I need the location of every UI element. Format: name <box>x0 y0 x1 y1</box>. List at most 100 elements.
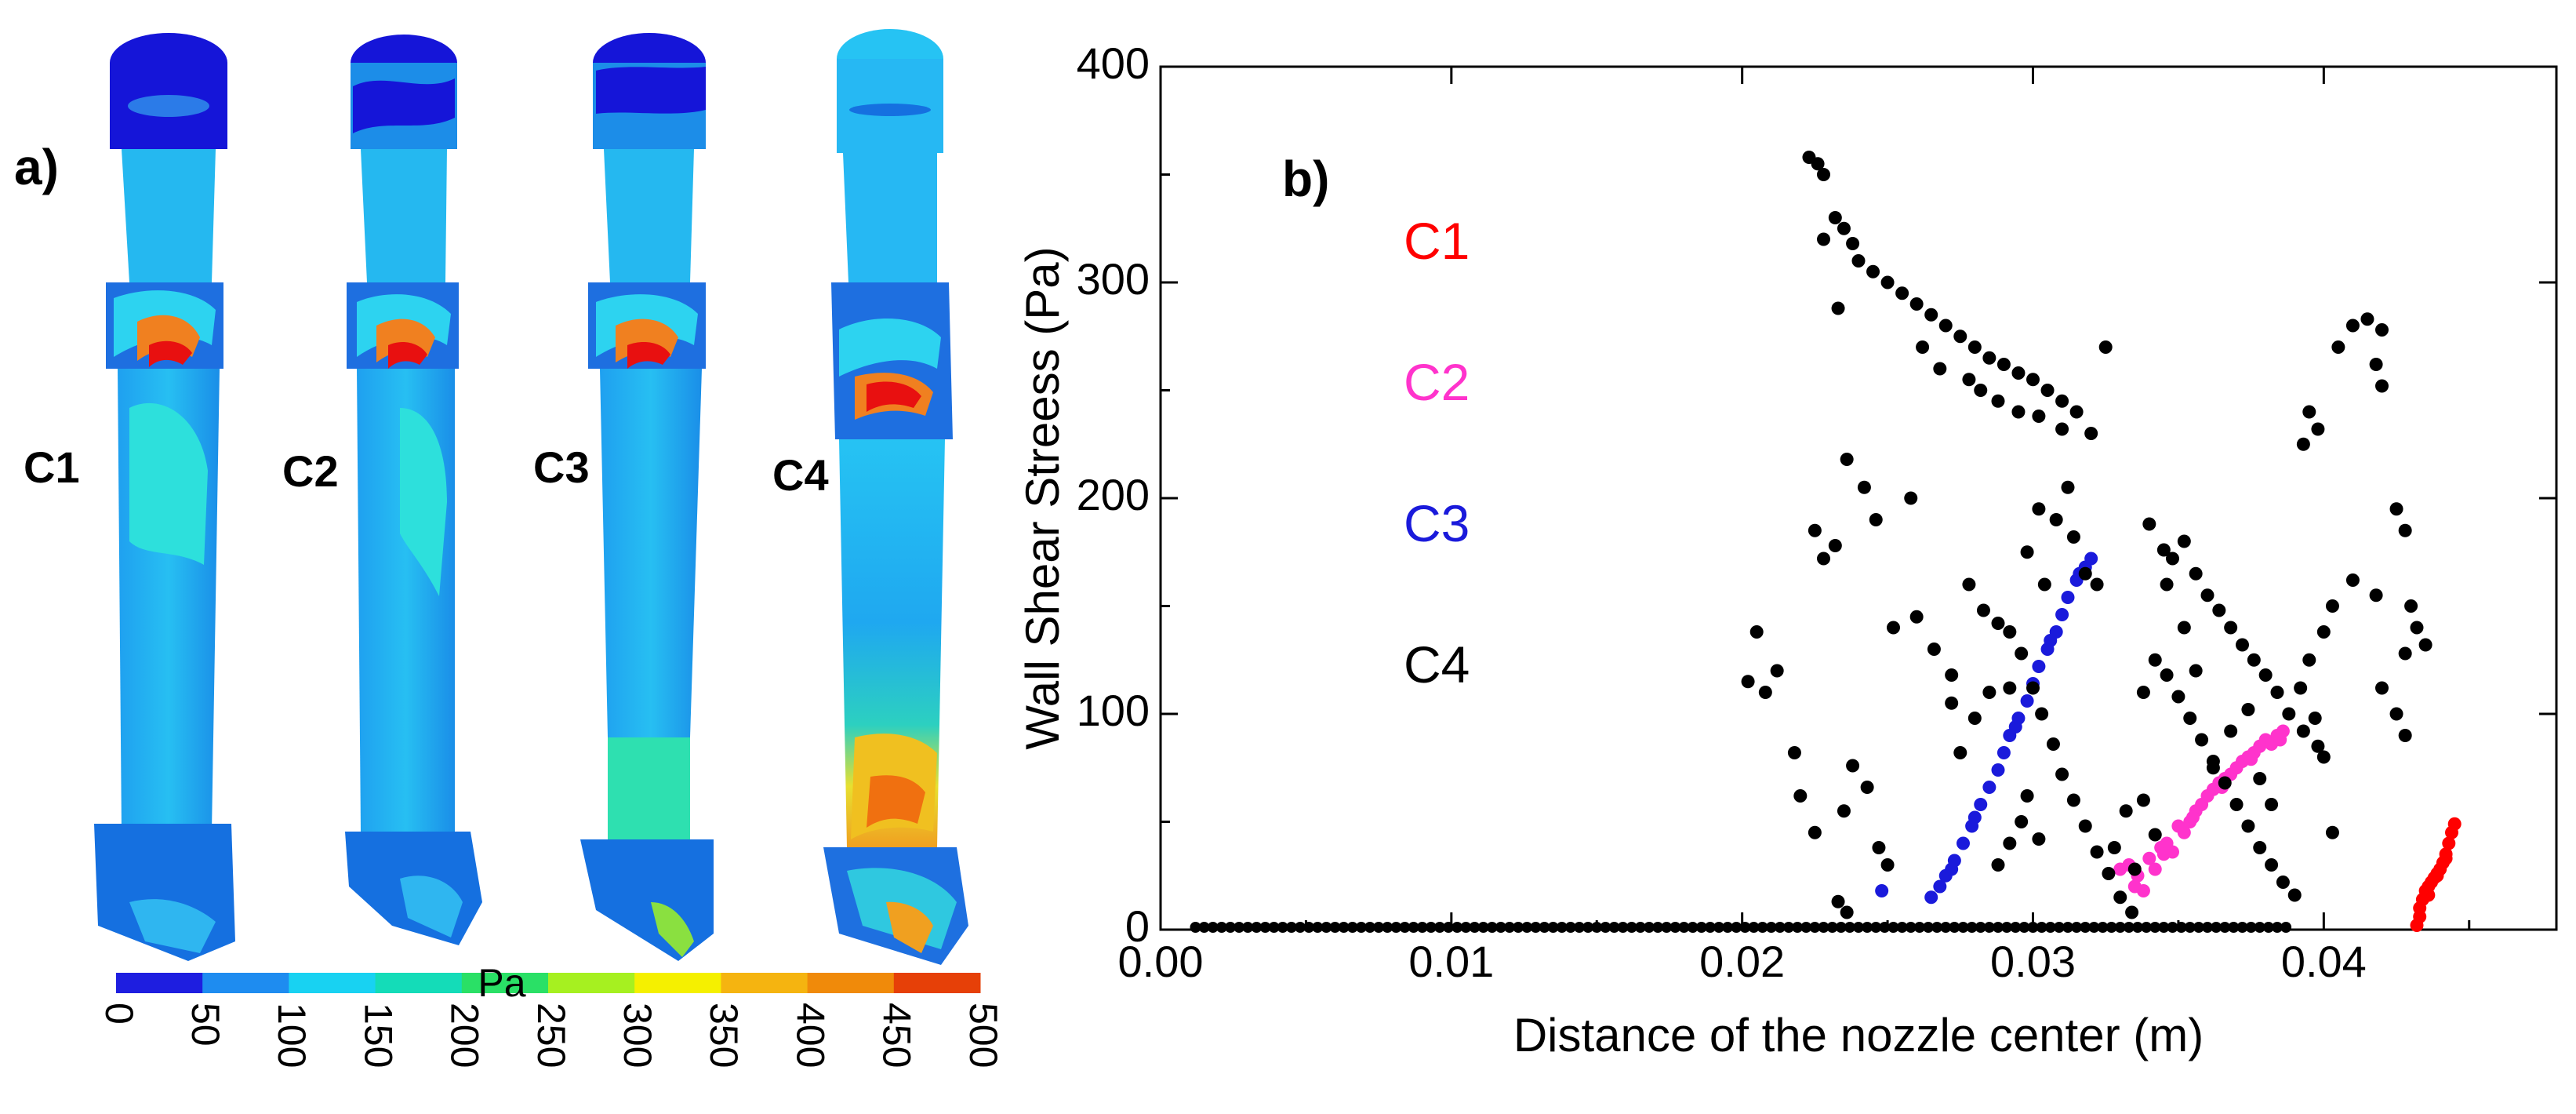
data-point-c4-baseline <box>1731 922 1742 933</box>
data-point-c3 <box>2032 660 2046 673</box>
data-point-c4-baseline <box>1739 922 1751 933</box>
data-point-c4 <box>1933 362 1947 376</box>
data-point-c4 <box>1982 351 1996 365</box>
data-point-c2 <box>2244 752 2258 766</box>
data-point-c4 <box>2119 804 2133 818</box>
data-point-c4 <box>2308 712 2322 725</box>
data-point-c4 <box>1817 232 1830 246</box>
data-point-c4 <box>2011 405 2026 419</box>
data-point-c4 <box>1851 254 1866 268</box>
data-point-c4 <box>2375 681 2389 695</box>
model-c4-render <box>823 29 968 965</box>
data-point-c3 <box>1924 890 1938 905</box>
colorbar-tick-label: 200 <box>443 1003 487 1068</box>
data-point-c3 <box>2020 694 2034 708</box>
y-tick-label: 100 <box>1077 686 1150 735</box>
data-point-c4 <box>2061 480 2075 494</box>
data-point-c4-baseline <box>1504 922 1515 933</box>
data-point-c4-baseline <box>1390 922 1402 933</box>
colorbar: 0 50 100 150 200 250 300 350 400 450 500 <box>97 973 1005 1068</box>
y-axis-label: Wall Shear Streess (Pa) <box>1016 246 1069 749</box>
data-point-c4 <box>2069 405 2084 419</box>
data-point-c4 <box>1982 686 1996 699</box>
data-point-c4 <box>2398 646 2412 661</box>
data-point-c4-baseline <box>1783 922 1794 933</box>
data-point-c4 <box>2218 776 2232 790</box>
data-point-c4-baseline <box>1975 922 1986 933</box>
data-point-c4-baseline <box>2254 922 2265 933</box>
data-point-c4 <box>1808 825 1822 839</box>
data-point-c4-baseline <box>1818 922 1829 933</box>
data-point-c4 <box>2200 588 2214 603</box>
panel-a-canvas: a) C1 <box>14 29 1005 1068</box>
data-point-c4-baseline <box>2175 922 2187 933</box>
data-point-c4-baseline <box>1373 922 1385 933</box>
data-point-c4-baseline <box>1574 922 1585 933</box>
data-point-c4-baseline <box>2123 922 2135 933</box>
data-point-c4 <box>2282 707 2296 721</box>
colorbar-segment <box>721 973 808 993</box>
data-point-c4 <box>1953 746 1967 759</box>
data-point-c4-baseline <box>1634 922 1646 933</box>
data-point-c4 <box>1846 237 1860 250</box>
data-point-c4-baseline <box>1408 922 1419 933</box>
data-point-c4-baseline <box>1905 922 1917 933</box>
data-point-c4-baseline <box>1896 922 1908 933</box>
data-point-c4 <box>2183 712 2197 725</box>
data-point-c2 <box>2127 879 2142 894</box>
data-point-c4-baseline <box>1652 922 1664 933</box>
y-tick-label: 300 <box>1077 254 1150 304</box>
data-point-c4-baseline <box>1835 922 1847 933</box>
model-c2-label: C2 <box>282 446 339 496</box>
data-point-c4-baseline <box>1626 922 1637 933</box>
data-point-c4 <box>1840 905 1854 919</box>
data-point-c4-baseline <box>2272 922 2283 933</box>
data-point-c4-baseline <box>2097 922 2109 933</box>
data-point-c4-baseline <box>1966 922 1978 933</box>
data-point-c4 <box>2078 566 2092 581</box>
data-point-c4 <box>1831 894 1845 908</box>
data-point-c4-baseline <box>1923 922 1934 933</box>
colorbar-segment <box>289 973 376 993</box>
data-point-c4-baseline <box>2036 922 2047 933</box>
data-point-c4-baseline <box>1862 922 1873 933</box>
panel-b: 0 100 200 300 400 0.00 0.01 0.02 0.03 0.04 C1 C2 C3 C… <box>1012 0 2576 1110</box>
data-point-c4-baseline <box>1792 922 1804 933</box>
colorbar-tick-label: 100 <box>270 1003 314 1068</box>
data-point-c3 <box>1982 781 1996 794</box>
data-point-c4-baseline <box>2001 922 2013 933</box>
data-point-c4 <box>2142 517 2156 531</box>
data-point-c4 <box>2265 798 2279 811</box>
data-point-c4 <box>1909 297 1924 311</box>
data-point-c4 <box>2055 422 2069 436</box>
data-point-c4 <box>1938 319 1953 333</box>
panel-a-label: a) <box>14 139 59 195</box>
data-point-c4 <box>2296 437 2310 451</box>
data-point-c4 <box>1945 668 1959 682</box>
data-point-c4 <box>1953 329 1967 344</box>
data-point-c4-baseline <box>1704 922 1716 933</box>
data-point-c4 <box>2015 815 2029 828</box>
data-point-c4 <box>2160 668 2174 682</box>
x-axis-label: Distance of the nozzle center (m) <box>1513 1009 2204 1061</box>
data-point-c4-baseline <box>1295 922 1306 933</box>
data-point-c4 <box>1962 373 1976 387</box>
data-point-c4-baseline <box>2245 922 2257 933</box>
data-point-c4 <box>2276 876 2290 889</box>
data-point-c4 <box>1758 686 1772 699</box>
plot-area: 0 100 200 300 400 0.00 0.01 0.02 0.03 0.04 C1 C2 C3 C… <box>1077 38 2558 986</box>
data-point-c4 <box>2375 379 2389 393</box>
data-point-c4 <box>2148 653 2162 667</box>
data-point-c4-baseline <box>2280 922 2292 933</box>
data-point-c4 <box>1840 453 1854 466</box>
data-point-c4 <box>2046 737 2060 751</box>
data-point-c4-baseline <box>1940 922 1952 933</box>
data-point-c4-baseline <box>2262 922 2274 933</box>
data-point-c4 <box>1831 301 1845 315</box>
model-c1-label: C1 <box>24 442 80 492</box>
data-point-c4-baseline <box>1608 922 1620 933</box>
data-point-c4-baseline <box>1355 922 1367 933</box>
legend-entry-c3: C3 <box>1404 494 1470 552</box>
data-point-c4-baseline <box>2193 922 2204 933</box>
panel-a: a) C1 <box>0 0 1012 1110</box>
